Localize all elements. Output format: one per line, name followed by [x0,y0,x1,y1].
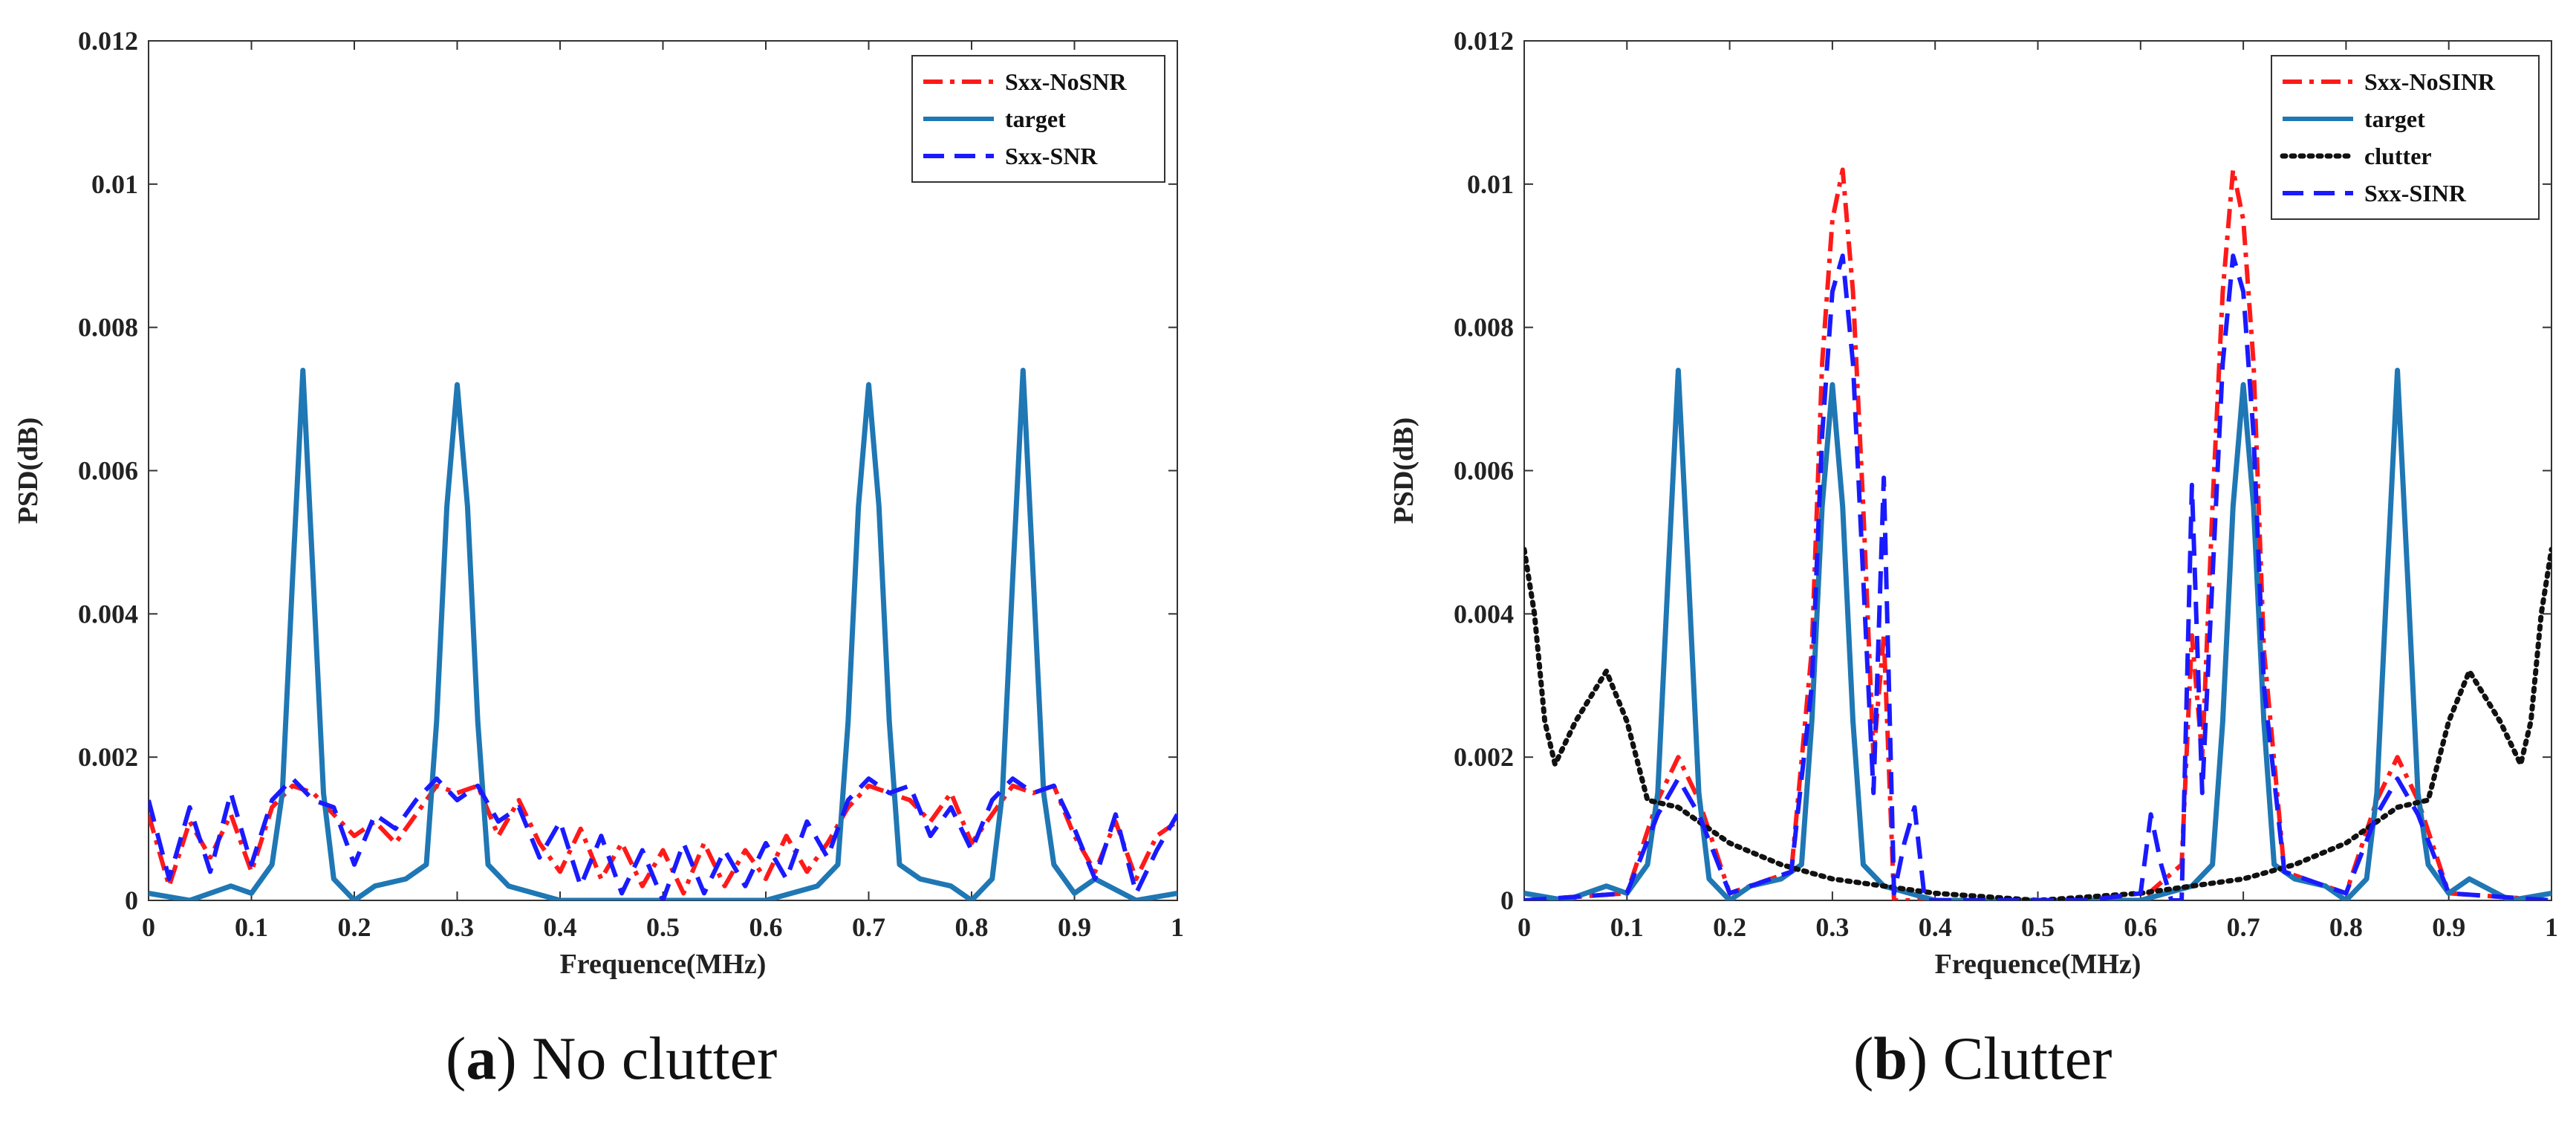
legend-label-target: target [2364,105,2425,132]
y-tick-label: 0.008 [1454,313,1514,342]
y-tick-label: 0.008 [78,313,138,342]
y-tick-label: 0.002 [78,742,138,772]
series-line-target [1524,368,2551,900]
legend: Sxx-NoSINR target clutter Sxx-SINR [2271,55,2540,220]
x-tick-label: 0.6 [2124,912,2157,942]
caption-a: (a) No clutter [446,1024,778,1092]
x-tick-label: 0.4 [544,912,577,942]
x-tick-label: 0.7 [852,912,885,942]
legend-label-target: target [1005,105,1066,132]
chart-b: 0 0.1 0.2 0.3 0.4 0.5 0.6 0.7 0.8 0.9 1 0 0.002 0.004… [1388,26,2558,980]
x-tick-label: 0.1 [235,912,268,942]
y-tick-label: 0.01 [91,169,138,199]
y-tick-label: 0.002 [1454,742,1514,772]
x-axis-label: Frequence(MHz) [560,949,767,980]
y-tick-label: 0.01 [1467,169,1514,199]
x-tick-label: 0.9 [1058,912,1091,942]
legend-label-sxx-snr: Sxx-SNR [1005,143,1098,169]
x-tick-label: 0.9 [2432,912,2465,942]
y-tick-label: 0.006 [1454,456,1514,486]
x-tick-label: 0.2 [338,912,371,942]
legend-label-sxx-nosnr: Sxx-NoSNR [1005,68,1127,95]
x-tick-label: 1 [1171,912,1184,942]
y-tick-label: 0 [125,886,138,915]
x-tick-label: 0 [142,912,155,942]
x-tick-label: 0 [1518,912,1531,942]
y-axis-label: PSD(dB) [13,418,44,524]
y-tick-label: 0.006 [78,456,138,486]
series-line-sxx-nosnr [149,783,1177,896]
y-axis-label: PSD(dB) [1388,418,1419,524]
x-tick-label: 0.8 [2329,912,2363,942]
legend-label-clutter: clutter [2364,143,2432,169]
x-axis-label: Frequence(MHz) [1935,949,2141,980]
y-tick-label: 0.004 [1454,599,1514,628]
x-tick-label: 0.2 [1713,912,1746,942]
caption-b: (b) Clutter [1853,1024,2112,1092]
chart-a: 0 0.1 0.2 0.3 0.4 0.5 0.6 0.7 0.8 0.9 1 0 0.002 0.004… [13,26,1184,980]
x-tick-label: 0.3 [1815,912,1849,942]
x-tick-label: 0.3 [440,912,474,942]
x-tick-label: 0.6 [749,912,783,942]
x-tick-label: 0.5 [646,912,680,942]
legend-label-sxx-nosinr: Sxx-NoSINR [2364,68,2496,95]
legend-label-sxx-sinr: Sxx-SINR [2364,180,2467,207]
x-tick-label: 1 [2545,912,2558,942]
y-tick-label: 0.012 [78,26,138,56]
x-tick-label: 0.5 [2021,912,2055,942]
y-tick-label: 0 [1500,886,1514,915]
series-line-sxx-snr [149,776,1177,900]
x-tick-label: 0.4 [1919,912,1952,942]
x-tick-label: 0.1 [1610,912,1644,942]
x-tick-label: 0.7 [2227,912,2260,942]
legend: Sxx-NoSNR target Sxx-SNR [911,55,1165,183]
y-tick-label: 0.012 [1454,26,1514,56]
x-tick-label: 0.8 [955,912,989,942]
y-tick-label: 0.004 [78,599,138,628]
series-line-target [149,368,1177,900]
series-line-clutter [1524,547,2551,900]
